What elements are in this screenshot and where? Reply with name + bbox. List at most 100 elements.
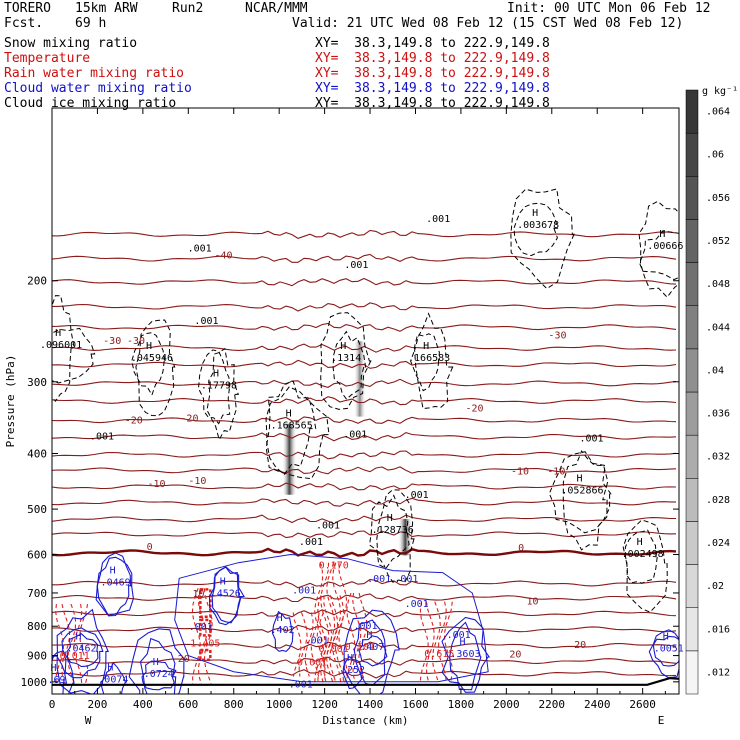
y-tick-label: 700	[27, 587, 47, 600]
colorbar-tick-label: .064	[706, 107, 730, 118]
y-tick-label: 900	[27, 650, 47, 663]
colorbar-tick-label: .012	[706, 667, 730, 678]
cloud-water-contour	[358, 635, 388, 667]
isotherm-line	[52, 641, 677, 651]
isotherm-line	[52, 514, 676, 525]
header-model: TORERO	[4, 1, 51, 16]
snow-max-label: .001	[405, 490, 429, 501]
colorbar-tick-label: .056	[706, 193, 730, 204]
temperature-label: 20	[509, 650, 521, 661]
colorbar-tick-label: .04	[706, 365, 724, 376]
snow-max-marker: H	[387, 513, 393, 524]
isotherm-line	[52, 396, 677, 406]
isotherm-line	[52, 593, 677, 603]
colorbar-segment	[685, 89, 699, 134]
isotherm-line	[52, 416, 677, 424]
cloud-water-contour	[343, 609, 400, 694]
cloud-water-max-marker: H	[663, 632, 669, 643]
rain-contour	[329, 595, 339, 684]
cloud-water-contour	[353, 619, 387, 687]
snow-contour	[197, 349, 231, 425]
field-temperature-name: Temperature	[4, 51, 91, 66]
field-rain-name: Rain water mixing ratio	[4, 66, 185, 81]
cloud-water-contour	[449, 621, 482, 691]
snow-max-label: .052866	[561, 486, 603, 497]
cloud-water-max-label: .0051	[654, 644, 684, 655]
rain-max-label: 0.615	[424, 649, 454, 660]
snow-max-label: .166583	[408, 353, 450, 364]
colorbar-segment	[685, 478, 699, 522]
colorbar-tick-label: .052	[706, 236, 730, 247]
snow-max-label: .096001	[40, 340, 82, 351]
colorbar-segment	[685, 434, 699, 479]
rain-contour	[352, 592, 362, 682]
cloud-water-max-label: .407	[360, 642, 384, 653]
cloud-water-max-label: .0462	[66, 643, 96, 654]
temperature-label: -10	[547, 466, 565, 477]
cloud-ice-core	[397, 518, 413, 556]
rain-contour	[317, 595, 327, 684]
plot-frame	[51, 107, 680, 695]
colorbar-segment	[685, 607, 699, 652]
cloud-water-max-marker: H	[110, 566, 116, 577]
field-cloudice-xy: XY= 38.3,149.8 to 222.9,149.8	[315, 96, 550, 111]
cloud-envelope	[174, 553, 489, 683]
rain-max-label: 0.001	[297, 658, 327, 669]
snow-contour	[638, 200, 679, 298]
field-cloudwater-name: Cloud water mixing ratio	[4, 81, 192, 96]
header-fcst-hours: 69 h	[75, 16, 107, 31]
rain-max-label: 0.170	[319, 561, 349, 572]
rain-core	[199, 588, 212, 618]
colorbar-segment	[685, 391, 699, 436]
colorbar-tick-label: .06	[706, 150, 724, 161]
rain-max-label: 0.101	[345, 642, 375, 653]
colorbar-segment	[685, 262, 699, 306]
snow-max-marker: H	[213, 368, 219, 379]
cloud-water-contour	[141, 660, 177, 691]
y-tick-label: 1000	[21, 676, 48, 689]
rain-max-label: 0.001	[319, 644, 349, 655]
x-tick-label: 2000	[493, 698, 520, 711]
rain-contour	[346, 592, 356, 682]
colorbar-tick-label: .032	[706, 452, 730, 463]
cloud-water-contour	[100, 661, 127, 694]
rain-contour	[292, 612, 302, 677]
y-tick-label: 800	[27, 620, 47, 633]
cloud-water-contour	[208, 566, 245, 626]
snow-contour	[376, 489, 415, 583]
cloud-water-max-marker: H	[220, 576, 226, 587]
snow-max-label: .128736	[372, 525, 414, 536]
snow-max-marker: H	[286, 409, 292, 420]
cloud-water-contour	[56, 608, 110, 694]
cloud-water-max-label: .4526	[211, 588, 241, 599]
x-tick-label: 1600	[402, 698, 429, 711]
cloud-water-max-label: .001	[394, 574, 418, 585]
field-rain-xy: XY= 38.3,149.8 to 222.9,149.8	[315, 66, 550, 81]
colorbar-segment	[685, 521, 699, 565]
isotherm-line	[52, 547, 677, 559]
x-tick-label: 2400	[584, 698, 611, 711]
isotherm-line	[52, 669, 677, 679]
cloud-water-contour	[95, 552, 134, 617]
y-tick-label: 300	[27, 376, 47, 389]
cloud-water-max-marker: H	[76, 631, 82, 642]
snow-contour	[265, 386, 330, 480]
colorbar-segment	[685, 564, 699, 608]
cloud-water-max-label: .0469	[101, 578, 131, 589]
isotherm-line	[52, 378, 677, 388]
snow-max-label: .001	[299, 537, 323, 548]
rain-core	[199, 648, 212, 661]
cloud-water-max-marker: H	[153, 657, 159, 668]
temperature-label: -40	[214, 251, 232, 262]
snow-contour	[414, 312, 454, 410]
cloud-water-max-label: .0724	[144, 669, 174, 680]
header-run: Run2	[172, 1, 204, 16]
isotherm-line	[52, 253, 677, 263]
cloud-water-max-label: .001	[447, 630, 471, 641]
snow-max-label: .045946	[131, 353, 173, 364]
field-snow-xy: XY= 38.3,149.8 to 222.9,149.8	[315, 36, 550, 51]
colorbar-tick-label: .016	[706, 624, 730, 635]
isotherm-line	[52, 466, 677, 475]
x-tick-label: 1200	[311, 698, 338, 711]
